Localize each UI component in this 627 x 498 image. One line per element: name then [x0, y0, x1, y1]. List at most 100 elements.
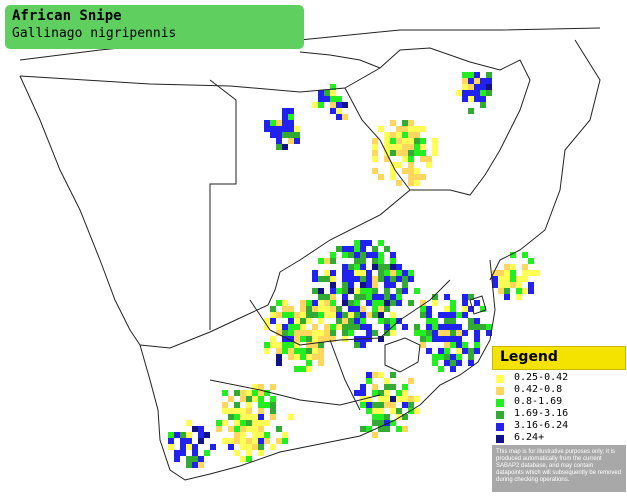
occurrence-cell — [342, 324, 348, 330]
occurrence-cell — [258, 414, 264, 420]
occurrence-cell — [258, 450, 264, 456]
occurrence-cell — [384, 276, 390, 282]
occurrence-cell — [342, 102, 348, 108]
occurrence-cell — [390, 402, 396, 408]
occurrence-cell — [324, 90, 330, 96]
occurrence-cell — [444, 342, 450, 348]
occurrence-cell — [414, 408, 420, 414]
occurrence-cell — [450, 324, 456, 330]
occurrence-cell — [330, 258, 336, 264]
occurrence-cell — [510, 282, 516, 288]
occurrence-cell — [528, 258, 534, 264]
occurrence-cell — [462, 78, 468, 84]
occurrence-cell — [384, 396, 390, 402]
occurrence-cell — [318, 276, 324, 282]
occurrence-cell — [450, 330, 456, 336]
occurrence-cell — [420, 156, 426, 162]
occurrence-cell — [378, 318, 384, 324]
occurrence-cell — [288, 312, 294, 318]
occurrence-cell — [414, 126, 420, 132]
occurrence-cell — [402, 282, 408, 288]
occurrence-cell — [252, 444, 258, 450]
occurrence-cell — [474, 72, 480, 78]
occurrence-cell — [366, 288, 372, 294]
occurrence-cell — [444, 318, 450, 324]
occurrence-cell — [324, 96, 330, 102]
occurrence-cell — [408, 144, 414, 150]
occurrence-cell — [294, 336, 300, 342]
occurrence-cell — [378, 300, 384, 306]
occurrence-cell — [282, 324, 288, 330]
occurrence-cell — [462, 84, 468, 90]
occurrence-cell — [240, 432, 246, 438]
occurrence-cell — [420, 150, 426, 156]
occurrence-cell — [336, 318, 342, 324]
occurrence-cell — [426, 324, 432, 330]
occurrence-cell — [426, 348, 432, 354]
occurrence-cell — [384, 264, 390, 270]
occurrence-cell — [300, 336, 306, 342]
occurrence-cell — [414, 324, 420, 330]
occurrence-cell — [288, 324, 294, 330]
occurrence-cell — [354, 390, 360, 396]
occurrence-cell — [330, 252, 336, 258]
occurrence-cell — [402, 426, 408, 432]
occurrence-cell — [486, 72, 492, 78]
occurrence-cell — [276, 354, 282, 360]
occurrence-cell — [366, 396, 372, 402]
occurrence-cell — [432, 354, 438, 360]
occurrence-cell — [186, 420, 192, 426]
occurrence-cell — [294, 312, 300, 318]
occurrence-cell — [384, 306, 390, 312]
occurrence-cell — [528, 282, 534, 288]
occurrence-cell — [246, 420, 252, 426]
occurrence-cell — [504, 288, 510, 294]
occurrence-cell — [324, 258, 330, 264]
occurrence-cell — [276, 342, 282, 348]
occurrence-cell — [276, 426, 282, 432]
occurrence-cell — [384, 144, 390, 150]
occurrence-cell — [402, 132, 408, 138]
occurrence-cell — [198, 438, 204, 444]
occurrence-cell — [330, 90, 336, 96]
occurrence-cell — [408, 162, 414, 168]
occurrence-cell — [330, 330, 336, 336]
occurrence-cell — [348, 312, 354, 318]
occurrence-cell — [300, 330, 306, 336]
occurrence-cell — [456, 360, 462, 366]
occurrence-cell — [396, 276, 402, 282]
occurrence-cell — [360, 318, 366, 324]
occurrence-cell — [318, 300, 324, 306]
occurrence-cell — [270, 120, 276, 126]
occurrence-cell — [348, 270, 354, 276]
occurrence-cell — [462, 90, 468, 96]
occurrence-cell — [270, 318, 276, 324]
occurrence-cell — [264, 438, 270, 444]
occurrence-cell — [264, 402, 270, 408]
occurrence-cell — [342, 300, 348, 306]
occurrence-cell — [432, 150, 438, 156]
occurrence-cell — [372, 312, 378, 318]
occurrence-cell — [354, 342, 360, 348]
occurrence-cell — [480, 324, 486, 330]
occurrence-cell — [294, 366, 300, 372]
occurrence-cell — [216, 420, 222, 426]
occurrence-cell — [372, 414, 378, 420]
occurrence-cell — [486, 90, 492, 96]
occurrence-cell — [408, 126, 414, 132]
occurrence-cell — [390, 372, 396, 378]
occurrence-cell — [264, 432, 270, 438]
occurrence-cell — [378, 396, 384, 402]
occurrence-cell — [450, 300, 456, 306]
occurrence-cell — [342, 288, 348, 294]
occurrence-cell — [288, 108, 294, 114]
occurrence-cell — [282, 336, 288, 342]
occurrence-cell — [390, 408, 396, 414]
occurrence-cell — [330, 324, 336, 330]
occurrence-cell — [318, 330, 324, 336]
occurrence-cell — [474, 90, 480, 96]
occurrence-cell — [390, 396, 396, 402]
occurrence-cell — [312, 312, 318, 318]
occurrence-cell — [276, 330, 282, 336]
